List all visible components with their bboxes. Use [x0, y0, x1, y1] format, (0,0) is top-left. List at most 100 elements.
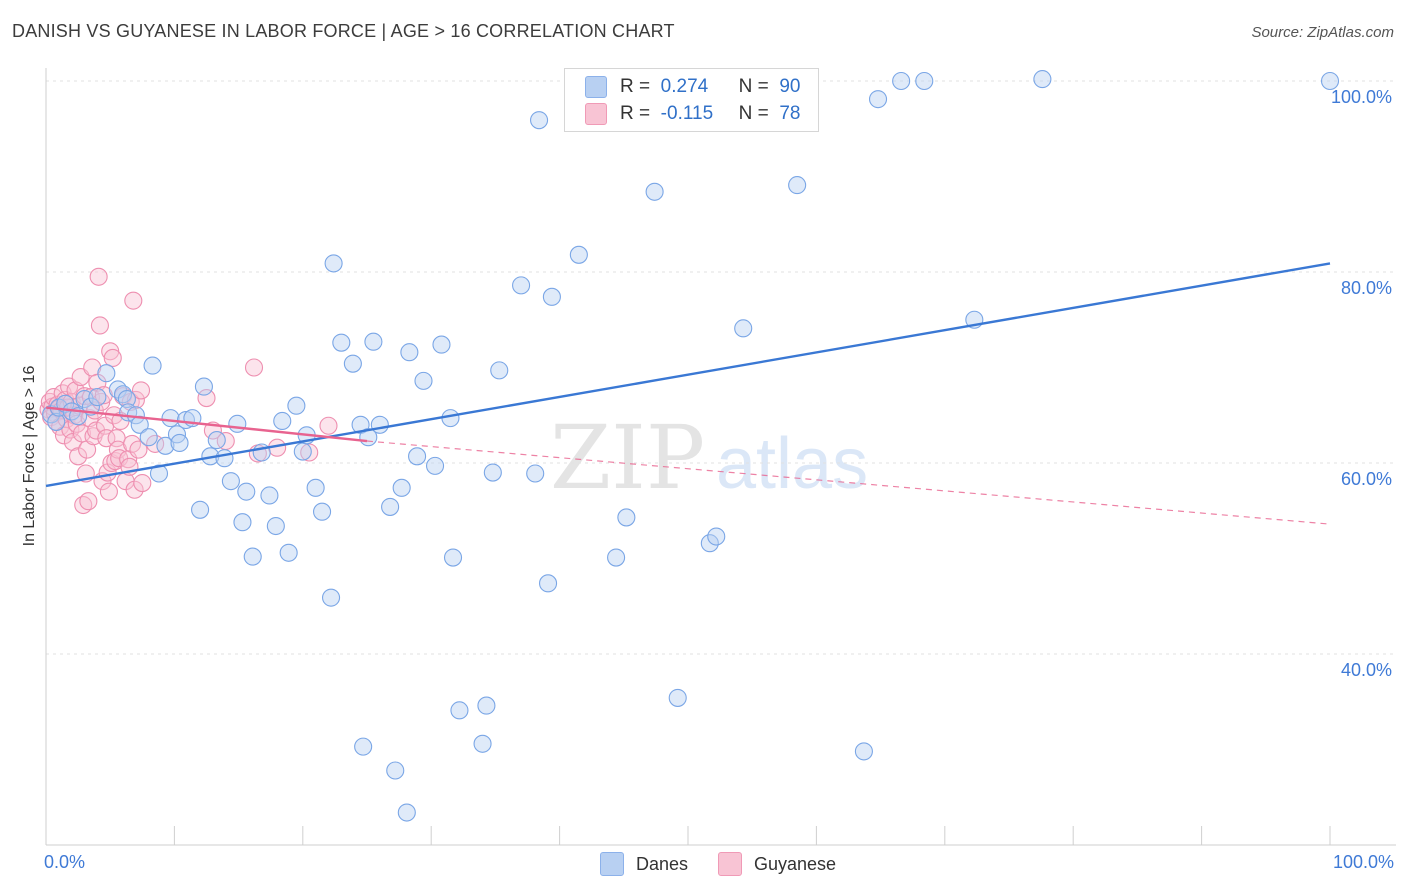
danes-point — [788, 176, 807, 195]
danes-point — [569, 245, 588, 264]
danes-point — [432, 335, 451, 354]
guyanese-r-value: -0.115 — [660, 103, 714, 124]
guyanese-trend-line — [45, 406, 368, 443]
danes-point — [607, 548, 626, 567]
guyanese-point — [69, 447, 88, 466]
chart-title: DANISH VS GUYANESE IN LABOR FORCE | AGE … — [12, 21, 675, 41]
danes-point — [414, 371, 433, 390]
series-legend: Danes Guyanese — [0, 852, 1406, 876]
danes-point — [306, 478, 325, 497]
guyanese-point — [129, 440, 148, 459]
guyanese-point — [99, 482, 118, 501]
guyanese-swatch — [585, 103, 607, 125]
danes-point — [279, 543, 298, 562]
danes-point — [392, 478, 411, 497]
y-tick-labels: 40.0% 60.0% 80.0% 100.0% — [1331, 87, 1392, 680]
y-tick-label-60: 60.0% — [1341, 469, 1392, 489]
x-axis-max-label: 100.0% — [1332, 852, 1394, 872]
danes-point — [617, 508, 636, 527]
y-tick-label-40: 40.0% — [1341, 660, 1392, 680]
danes-point — [542, 287, 561, 306]
danes-point — [324, 254, 343, 273]
axis-layer — [45, 68, 1396, 846]
n-label: N = — [738, 76, 769, 97]
danes-point — [237, 482, 256, 501]
danes-point — [243, 547, 262, 566]
danes-point — [47, 412, 66, 431]
danes-point — [194, 377, 213, 396]
guyanese-point — [79, 492, 98, 511]
watermark-zip: ZIP — [550, 406, 705, 509]
danes-point — [443, 548, 463, 567]
danes-n-value: 90 — [779, 76, 801, 97]
danes-point — [397, 803, 416, 822]
danes-point — [381, 497, 400, 516]
danes-point — [273, 411, 292, 431]
danes-trend-line — [45, 262, 1331, 488]
danes-point — [490, 361, 509, 380]
danes-point — [868, 90, 888, 109]
danes-point — [526, 464, 545, 483]
danes-points — [42, 70, 1340, 822]
guyanese-points — [39, 267, 338, 515]
guyanese-point — [90, 316, 109, 335]
danes-point — [321, 588, 341, 607]
guyanese-point — [103, 348, 122, 368]
danes-point — [700, 534, 719, 553]
guyanese-point — [124, 291, 143, 310]
r-label: R = — [620, 76, 651, 97]
danes-point — [156, 436, 175, 455]
danes-point — [207, 431, 226, 450]
guyanese-point — [89, 267, 108, 286]
guyanese-point — [72, 424, 92, 443]
y-tick-label-80: 80.0% — [1341, 278, 1392, 298]
danes-point — [233, 513, 252, 532]
guyanese-n-value: 78 — [779, 103, 801, 124]
danes-point — [149, 464, 169, 483]
legend-item-danes[interactable]: Danes — [600, 852, 688, 876]
danes-point — [287, 396, 306, 415]
danes-point — [538, 574, 558, 593]
danes-point — [400, 343, 419, 362]
guyanese-point — [97, 429, 116, 448]
guyanese-legend-label: Guyanese — [754, 853, 837, 874]
legend-item-guyanese[interactable]: Guyanese — [718, 852, 836, 876]
danes-point — [386, 761, 405, 780]
danes-point — [477, 696, 496, 715]
danes-point — [668, 688, 687, 707]
legend-row-danes: R = 0.274 N = 90 — [585, 75, 800, 99]
guyanese-point — [125, 480, 144, 499]
danes-point — [170, 433, 189, 452]
danes-point — [450, 701, 469, 720]
guyanese-point — [131, 381, 151, 400]
danes-point — [260, 486, 279, 505]
danes-point — [117, 389, 136, 409]
n-label: N = — [738, 103, 769, 124]
danes-point — [1033, 70, 1052, 89]
danes-point — [354, 737, 373, 756]
legend-row-guyanese: R = -0.115 N = 78 — [585, 102, 800, 126]
danes-point — [191, 500, 210, 519]
danes-point — [161, 409, 180, 428]
trend-layer — [45, 262, 1331, 525]
danes-point — [343, 354, 362, 373]
guyanese-point — [197, 389, 216, 408]
danes-point — [426, 456, 445, 475]
danes-swatch — [585, 76, 607, 98]
danes-point — [293, 442, 312, 461]
danes-point — [88, 388, 107, 407]
danes-point — [915, 71, 934, 91]
guyanese-point — [133, 474, 152, 493]
danes-point — [512, 276, 531, 295]
danes-point — [139, 428, 158, 447]
danes-point — [483, 463, 502, 482]
danes-point — [364, 332, 383, 351]
danes-point — [143, 356, 162, 375]
danes-point — [1320, 71, 1340, 91]
danes-point — [707, 527, 726, 546]
danes-point — [473, 734, 492, 753]
danes-point — [97, 364, 116, 383]
danes-point — [734, 319, 753, 338]
danes-point — [530, 111, 549, 130]
